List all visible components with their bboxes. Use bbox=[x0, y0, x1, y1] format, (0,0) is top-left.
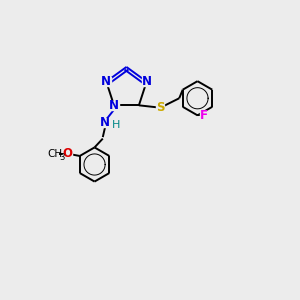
Bar bbox=[109, 101, 119, 110]
Text: N: N bbox=[101, 75, 111, 88]
Text: O: O bbox=[62, 147, 72, 160]
Text: H: H bbox=[112, 120, 121, 130]
Bar bbox=[100, 118, 110, 127]
Text: N: N bbox=[142, 75, 152, 88]
Bar bbox=[200, 111, 208, 119]
Bar bbox=[102, 77, 111, 86]
Bar bbox=[63, 149, 71, 158]
Text: CH: CH bbox=[47, 148, 62, 159]
Text: F: F bbox=[200, 109, 208, 122]
Text: S: S bbox=[156, 101, 164, 114]
Text: N: N bbox=[109, 99, 119, 112]
Text: N: N bbox=[100, 116, 110, 129]
Text: 3: 3 bbox=[59, 153, 64, 162]
Bar bbox=[142, 77, 151, 86]
Bar bbox=[156, 103, 164, 112]
